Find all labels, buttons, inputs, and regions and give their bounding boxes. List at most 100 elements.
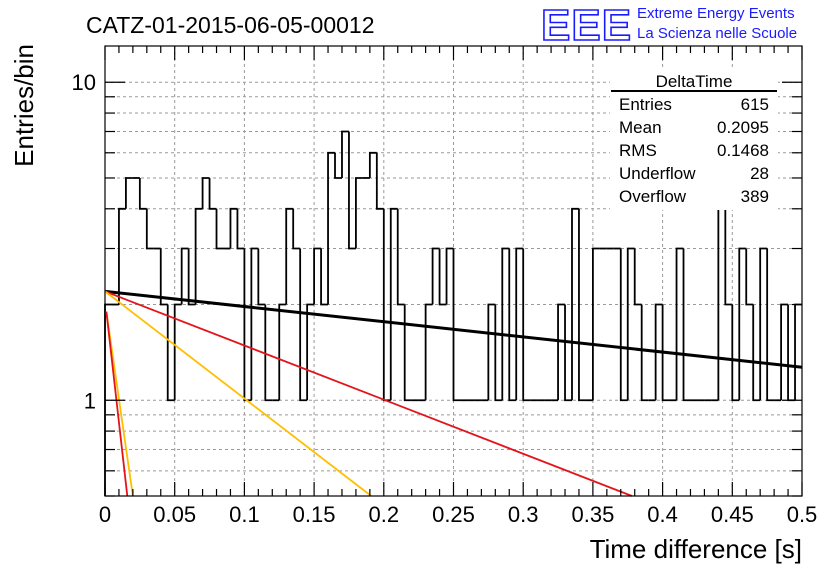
stats-row-label: Entries [619, 95, 672, 114]
x-tick-label: 0.45 [711, 502, 754, 527]
axis-ticks [104, 46, 803, 497]
x-tick-label: 0.2 [369, 502, 400, 527]
fit-curve [104, 289, 803, 369]
histogram-bin [759, 247, 768, 401]
y-tick-label: 1 [84, 388, 96, 413]
histogram-bin [243, 248, 252, 402]
histogram-bin [327, 151, 336, 305]
histogram-bin [396, 208, 405, 306]
histogram-bin [341, 130, 349, 178]
x-tick-label: 0.5 [787, 502, 818, 527]
histogram-bin [215, 208, 224, 250]
fit-curve [105, 311, 134, 497]
histogram-bin [633, 248, 642, 306]
histogram-bin [682, 248, 691, 402]
histogram-bin [571, 207, 579, 401]
histogram-bin [180, 247, 189, 305]
histogram-bin [389, 207, 398, 401]
histogram-bin [578, 208, 586, 402]
histogram-bin [557, 303, 566, 401]
histogram-bin [752, 304, 761, 402]
histogram-bin [438, 248, 447, 306]
fit-curve [104, 290, 372, 497]
histogram-bin [125, 177, 133, 209]
eee-logo: EEE Extreme Energy Events La Scienza nel… [540, 0, 797, 51]
histogram-bin [766, 248, 775, 402]
fit-curve [104, 290, 633, 497]
histogram-bin [494, 304, 503, 402]
histogram-bin [619, 248, 628, 402]
stats-row-label: Overflow [619, 187, 687, 206]
x-tick-label: 0.35 [571, 502, 614, 527]
stats-title: DeltaTime [656, 72, 733, 91]
histogram-bin [724, 177, 733, 306]
histogram-bin [138, 177, 147, 210]
x-tick-label: 0.4 [647, 502, 678, 527]
histogram-bin [201, 177, 210, 209]
x-tick-labels: 0 0.05 0.1 0.15 0.2 0.25 0.3 0.35 0.4 0.45 0.5 [99, 502, 817, 527]
histogram-bin [257, 248, 266, 306]
x-tick-label: 0.05 [153, 502, 196, 527]
y-tick-label: 10 [72, 70, 96, 95]
stats-row-label: Underflow [619, 164, 696, 183]
histogram-bin [313, 247, 322, 305]
x-tick-label: 0.1 [229, 502, 260, 527]
stats-box-background [610, 70, 778, 210]
histogram-bin [403, 304, 412, 402]
histogram-bin [501, 247, 510, 401]
histogram-bin [431, 247, 440, 305]
brand-line-2: La Scienza nelle Scuole [637, 25, 797, 42]
histogram-bin [285, 207, 294, 305]
histogram-bin [236, 208, 245, 250]
stats-rows: Entries 615 Mean 0.2095 RMS 0.1468 Underflow 28… [619, 95, 769, 206]
histogram-bin [159, 248, 168, 306]
histogram-bin [452, 248, 461, 402]
histogram-bin [508, 248, 517, 402]
histogram-bin [229, 207, 238, 249]
histogram-bin [368, 151, 377, 178]
stats-row-value: 28 [750, 164, 769, 183]
histogram-bin [522, 248, 531, 402]
x-tick-label: 0.15 [293, 502, 336, 527]
histogram-bin [118, 207, 126, 305]
stats-row-value: 0.2095 [717, 118, 769, 137]
histogram-bin [564, 304, 572, 402]
histogram-bin [173, 303, 182, 401]
histogram-bin [299, 248, 308, 402]
histogram-bin [187, 248, 196, 306]
histogram-bin [208, 177, 217, 210]
x-tick-label: 0 [99, 502, 111, 527]
histogram-bin [675, 247, 684, 401]
x-tick-label: 0.3 [508, 502, 539, 527]
histogram-bin [424, 303, 433, 401]
histogram-bin [306, 303, 315, 401]
histogram-bin [375, 152, 384, 210]
histogram-bin [250, 247, 259, 401]
histogram-bin [348, 131, 356, 250]
stats-row-value: 389 [741, 187, 769, 206]
histogram-bin [738, 247, 747, 401]
histogram-bin [334, 152, 342, 179]
histogram-bin [320, 248, 329, 306]
x-axis-label: Time difference [s] [590, 534, 802, 564]
fit-curve [105, 311, 129, 497]
histogram-bin [661, 304, 670, 402]
y-tick-labels: 1 10 [72, 70, 96, 413]
stats-row-label: RMS [619, 141, 657, 160]
histogram-bin [592, 247, 600, 401]
stats-row-value: 0.1468 [717, 141, 769, 160]
histogram-bin [278, 303, 287, 401]
histogram-bin [745, 248, 754, 306]
histogram-bin [731, 304, 740, 402]
stats-box: DeltaTime Entries 615 Mean 0.2095 RMS 0.1468 U… [610, 70, 778, 210]
histogram-bin [654, 303, 663, 401]
histogram-bin [292, 208, 301, 250]
stats-row-value: 615 [741, 95, 769, 114]
histogram-bin [194, 207, 203, 305]
histogram-bin [515, 247, 524, 401]
histogram-bin [445, 247, 454, 305]
brand-line-1: Extreme Energy Events [637, 5, 795, 22]
histogram-bin [640, 304, 649, 402]
stats-row-label: Mean [619, 118, 662, 137]
